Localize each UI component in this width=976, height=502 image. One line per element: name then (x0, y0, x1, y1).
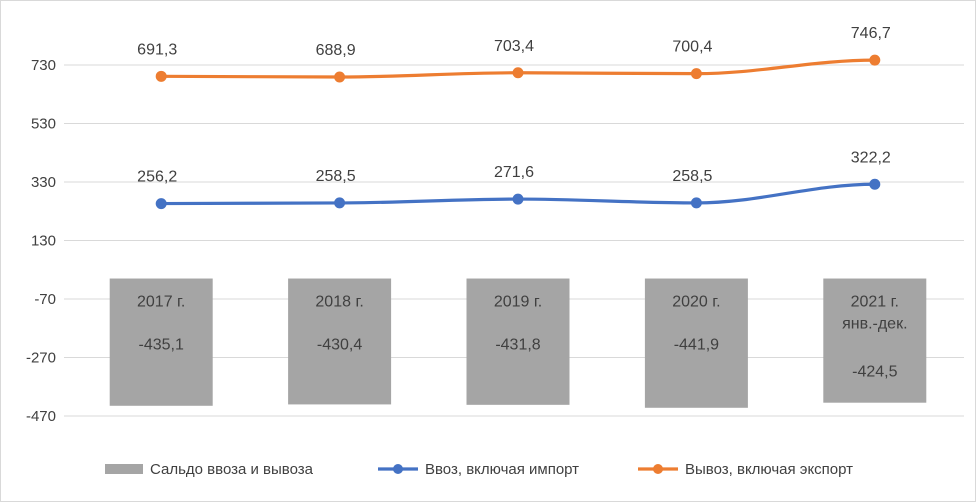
bar-value-label: -441,9 (674, 337, 719, 354)
import-value-label: 271,6 (494, 164, 534, 181)
import-point (690, 197, 702, 209)
y-axis: 730 530 330 130 -70 -270 -470 (26, 57, 56, 425)
legend-swatch-marker (393, 464, 403, 474)
bar-saldo (109, 278, 213, 406)
import-point (155, 198, 167, 210)
export-value-label: 688,9 (316, 42, 356, 59)
y-tick-label: -270 (26, 350, 56, 367)
legend-swatch-marker (653, 464, 663, 474)
y-tick-label: 330 (31, 174, 56, 191)
export-point (869, 54, 881, 66)
bar-value-label: -431,8 (495, 337, 540, 354)
export-point (155, 70, 167, 82)
bar-saldo (644, 278, 748, 408)
import-point (869, 178, 881, 190)
y-tick-label: -70 (34, 291, 56, 308)
import-value-label: 258,5 (316, 168, 356, 185)
legend: Сальдо ввоза и вывоза Ввоз, включая импор… (105, 461, 853, 478)
import-point (334, 197, 346, 209)
line-series (155, 54, 881, 210)
legend-swatch-bar (105, 464, 143, 474)
bar-series (109, 278, 927, 408)
export-point (334, 71, 346, 83)
category-label: 2018 г. (315, 294, 363, 311)
import-point (512, 193, 524, 205)
bar-value-label: -435,1 (139, 337, 184, 354)
export-value-label: 700,4 (672, 39, 712, 56)
category-label: 2017 г. (137, 294, 185, 311)
y-tick-label: -470 (26, 408, 56, 425)
bar-saldo (466, 278, 570, 405)
category-label: 2021 г. (851, 294, 899, 311)
export-value-label: 691,3 (137, 41, 177, 58)
y-tick-label: 730 (31, 57, 56, 74)
y-tick-label: 530 (31, 116, 56, 133)
legend-label: Ввоз, включая импорт (425, 461, 579, 478)
data-labels: 2017 г. -435,1 2018 г. -430,4 2019 г. -431,8 2… (137, 25, 908, 380)
import-value-label: 322,2 (851, 149, 891, 166)
import-value-label: 258,5 (672, 168, 712, 185)
bar-value-label: -430,4 (317, 337, 362, 354)
category-label: янв.-дек. (842, 316, 907, 333)
legend-label: Сальдо ввоза и вывоза (150, 461, 314, 478)
export-point (690, 68, 702, 80)
bar-saldo (288, 278, 392, 405)
legend-label: Вывоз, включая экспорт (685, 461, 853, 478)
export-value-label: 746,7 (851, 25, 891, 42)
category-label: 2020 г. (672, 294, 720, 311)
category-label: 2019 г. (494, 294, 542, 311)
export-value-label: 703,4 (494, 38, 534, 55)
y-tick-label: 130 (31, 233, 56, 250)
import-value-label: 256,2 (137, 169, 177, 186)
export-point (512, 67, 524, 79)
bar-saldo (823, 278, 927, 403)
bar-value-label: -424,5 (852, 364, 897, 381)
